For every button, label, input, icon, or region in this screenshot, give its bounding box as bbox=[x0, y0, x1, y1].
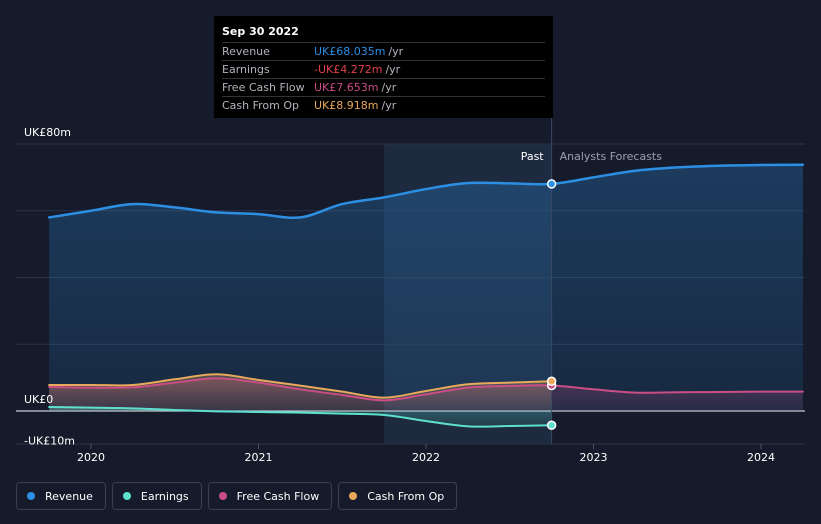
past-label: Past bbox=[521, 150, 545, 163]
x-axis-ticks: 2020 2021 2022 2023 2024 bbox=[77, 444, 775, 464]
tooltip-row-free-cash-flow: Free Cash Flow UK£7.653m /yr bbox=[222, 78, 545, 96]
tooltip-row-cash-from-op: Cash From Op UK£8.918m /yr bbox=[222, 96, 545, 114]
cash-from-op-marker bbox=[546, 376, 557, 386]
y-axis-label: UK£80m bbox=[24, 126, 71, 139]
tooltip-label: Free Cash Flow bbox=[222, 81, 305, 94]
revenue-area bbox=[49, 164, 803, 411]
revenue-line bbox=[47, 163, 805, 220]
tooltip-value: UK£8.918m bbox=[314, 99, 379, 112]
legend-dot-icon bbox=[122, 492, 131, 500]
earnings-marker bbox=[546, 420, 557, 431]
earnings-area bbox=[49, 406, 552, 427]
x-tick-label: 2023 bbox=[580, 451, 608, 464]
forecast-label: Analysts Forecasts bbox=[560, 150, 663, 163]
free-cash-flow-line bbox=[48, 377, 804, 402]
tooltip-row-earnings: Earnings -UK£4.272m /yr bbox=[222, 60, 545, 78]
legend-item-revenue[interactable]: Revenue bbox=[16, 482, 106, 510]
y-axis-label: UK£0 bbox=[24, 393, 53, 406]
highlight-markers bbox=[546, 179, 557, 431]
legend-dot-icon bbox=[349, 492, 358, 500]
tooltip-value: -UK£4.272m bbox=[314, 63, 383, 76]
tooltip-unit: /yr bbox=[381, 99, 397, 112]
legend-dot-icon bbox=[218, 492, 227, 500]
legend-item-free-cash-flow[interactable]: Free Cash Flow bbox=[207, 482, 333, 510]
series-areas bbox=[49, 164, 803, 427]
legend-dot-icon bbox=[27, 492, 35, 500]
tooltip-value: UK£68.035m bbox=[314, 45, 386, 58]
x-tick-label: 2024 bbox=[747, 451, 775, 464]
x-tick-label: 2021 bbox=[245, 451, 273, 464]
earnings-line bbox=[48, 405, 553, 428]
legend-item-earnings[interactable]: Earnings bbox=[111, 482, 202, 510]
cash-from-op-line bbox=[48, 373, 553, 399]
legend-label: Revenue bbox=[45, 489, 93, 503]
legend-label: Free Cash Flow bbox=[236, 489, 320, 503]
y-axis-label: -UK£10m bbox=[24, 434, 75, 447]
y-axis-labels: UK£80m UK£0 -UK£10m bbox=[24, 126, 75, 447]
tooltip-label: Revenue bbox=[222, 45, 270, 58]
tooltip-row-revenue: Revenue UK£68.035m /yr bbox=[222, 42, 545, 60]
legend-item-cash-from-op[interactable]: Cash From Op bbox=[338, 482, 458, 510]
tooltip-date: Sep 30 2022 bbox=[222, 25, 299, 38]
tooltip-unit: /yr bbox=[388, 45, 404, 58]
legend-label: Cash From Op bbox=[367, 489, 445, 503]
tooltip-value: UK£7.653m bbox=[314, 81, 379, 94]
tooltip-unit: /yr bbox=[385, 63, 401, 76]
x-tick-label: 2020 bbox=[77, 451, 105, 464]
chart-legend: Revenue Earnings Free Cash Flow Cash Fro… bbox=[16, 482, 458, 510]
series-lines bbox=[47, 163, 805, 428]
tooltip-label: Cash From Op bbox=[222, 99, 300, 112]
tooltip-unit: /yr bbox=[381, 81, 397, 94]
revenue-marker bbox=[546, 179, 557, 189]
data-tooltip: Sep 30 2022 Revenue UK£68.035m /yr Earni… bbox=[214, 16, 553, 118]
legend-label: Earnings bbox=[140, 489, 189, 503]
tooltip-label: Earnings bbox=[222, 63, 270, 76]
x-tick-label: 2022 bbox=[412, 451, 440, 464]
